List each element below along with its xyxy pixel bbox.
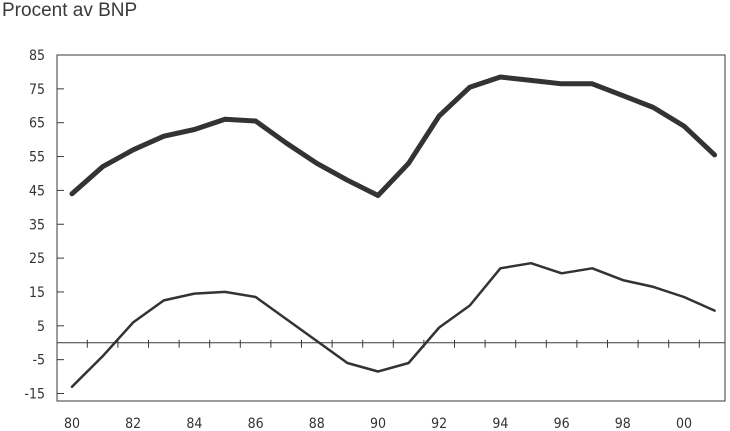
y-tick-label: 15: [29, 285, 45, 301]
x-tick-label: 00: [676, 416, 692, 431]
y-tick-group: 85 75 65 55 45 35 25 15 5 -5 -15: [24, 48, 64, 403]
x-tick-label: 98: [615, 416, 631, 431]
x-tick-label: 82: [125, 416, 141, 431]
y-tick-label: 75: [29, 82, 45, 98]
y-tick-label: 5: [37, 319, 45, 335]
y-unit-label: Procent av BNP: [2, 0, 138, 21]
y-tick-label: 55: [29, 150, 45, 166]
x-tick-label: 96: [554, 416, 570, 431]
series-line-1: [69, 74, 718, 198]
x-tick-label: 86: [248, 416, 264, 431]
x-tick-label: 80: [64, 416, 80, 431]
y-tick-label: 25: [29, 251, 45, 267]
x-tick-label: 84: [186, 416, 202, 431]
x-tick-label: 88: [309, 416, 325, 431]
plot-frame: [56, 54, 726, 402]
y-tick-label: 35: [29, 217, 45, 233]
x-tick-label: 92: [431, 416, 447, 431]
series-line-2: [70, 261, 716, 388]
x-axis-group: [57, 339, 725, 348]
x-tick-label: 90: [370, 416, 386, 431]
y-tick-label: 45: [29, 183, 45, 199]
x-label-group: 80 82 84 86 88 90 92 94 96 98 00: [64, 416, 692, 431]
y-tick-label: 65: [29, 116, 45, 132]
series-group: [69, 74, 718, 388]
y-tick-label: -15: [24, 387, 45, 403]
y-tick-label: 85: [29, 48, 45, 64]
x-tick-label: 94: [492, 416, 508, 431]
y-tick-label: -5: [32, 353, 45, 369]
